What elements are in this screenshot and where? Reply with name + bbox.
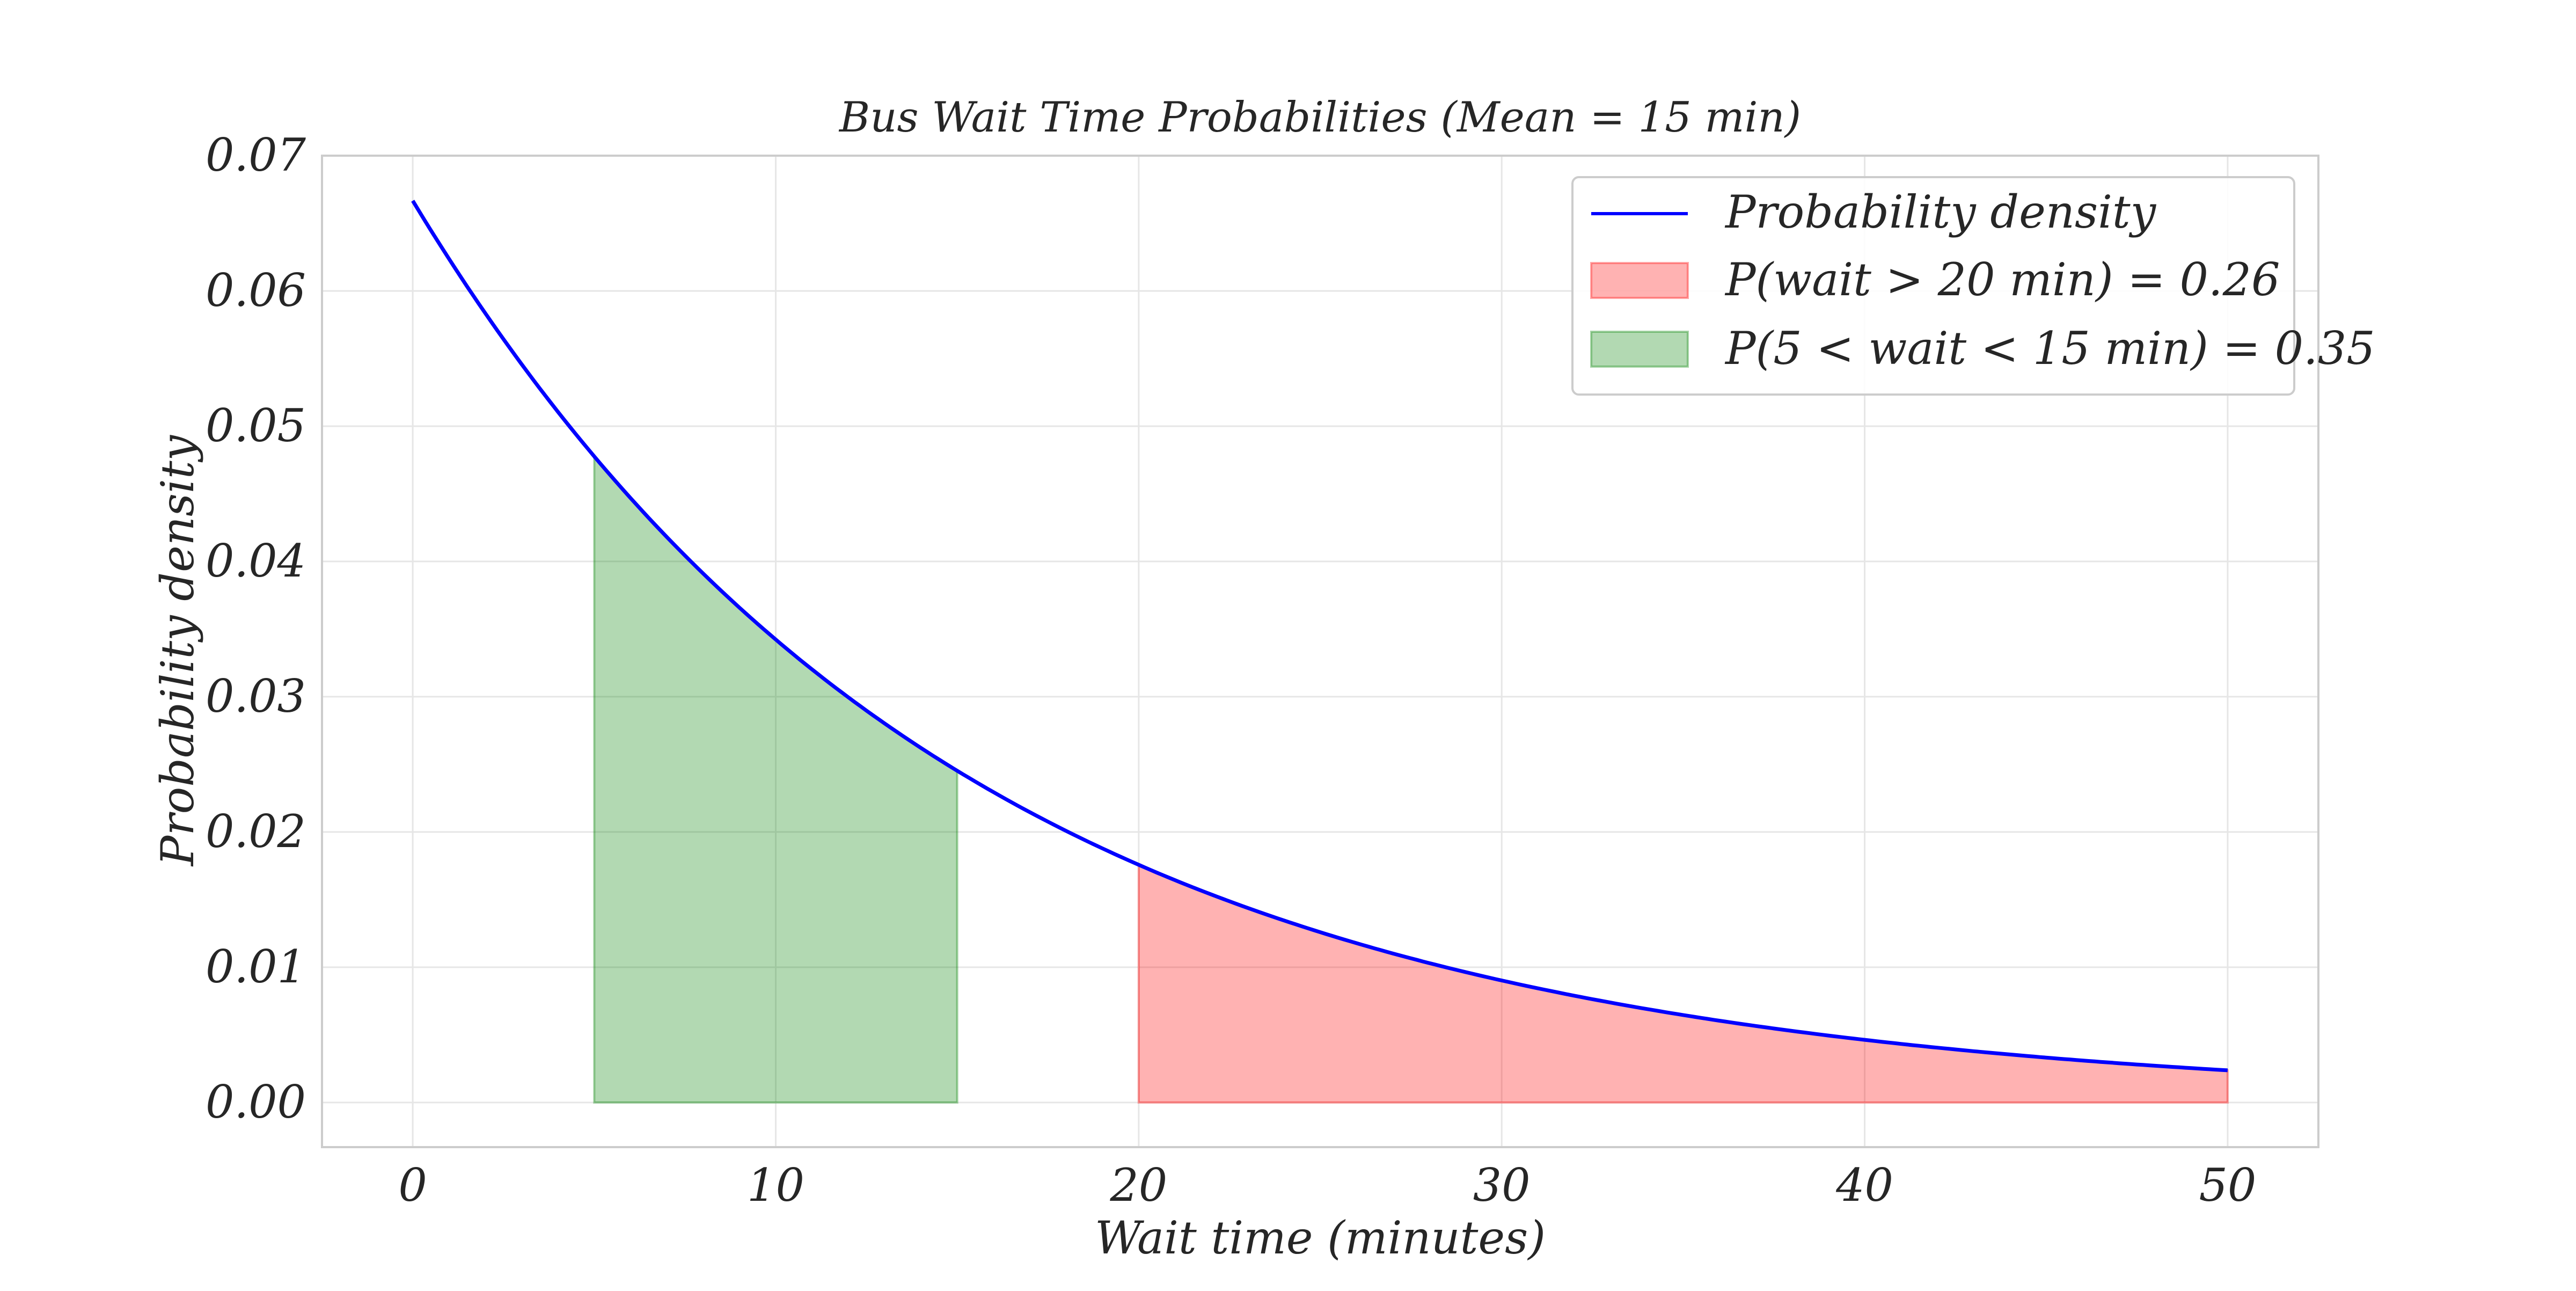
legend-label-over-20: P(wait > 20 min) = 0.26 bbox=[1724, 253, 2280, 306]
y-tick-label: 0.04 bbox=[206, 535, 306, 587]
x-tick-label: 10 bbox=[747, 1159, 804, 1212]
legend-green-swatch bbox=[1590, 331, 1689, 368]
chart-title: Bus Wait Time Probabilities (Mean = 15 m… bbox=[838, 93, 1801, 142]
legend-box bbox=[1571, 176, 2295, 396]
y-tick-label: 0.07 bbox=[206, 129, 306, 181]
fill-layer bbox=[593, 453, 2229, 1104]
plot-frame bbox=[321, 155, 2319, 1148]
tick-layer: 0 10 20 30 40 50 0.00 0.01 0.02 0.03 0.04 0.05 0.06 0… bbox=[206, 129, 2256, 1212]
x-tick-label: 50 bbox=[2199, 1159, 2256, 1212]
density-curve bbox=[411, 200, 2228, 1073]
legend: Probability density P(wait > 20 min) = 0… bbox=[1571, 176, 2375, 396]
legend-label-5-to-15: P(5 < wait < 15 min) = 0.35 bbox=[1724, 322, 2375, 375]
y-tick-label: 0.05 bbox=[206, 399, 306, 452]
x-axis-label: Wait time (minutes) bbox=[1095, 1212, 1546, 1264]
area-wait-over-20 bbox=[1137, 863, 2229, 1104]
y-tick-label: 0.02 bbox=[206, 805, 306, 858]
y-axis-label: Probability density bbox=[151, 434, 204, 867]
x-tick-label: 20 bbox=[1109, 1159, 1167, 1212]
y-tick-label: 0.03 bbox=[206, 670, 306, 723]
y-tick-label: 0.01 bbox=[206, 940, 306, 993]
y-tick-label: 0.00 bbox=[206, 1076, 306, 1128]
x-tick-label: 40 bbox=[1835, 1159, 1893, 1212]
line-layer bbox=[411, 200, 2228, 1073]
x-tick-label: 0 bbox=[398, 1159, 427, 1212]
legend-label-density: Probability density bbox=[1724, 186, 2157, 238]
legend-red-swatch bbox=[1590, 262, 1689, 299]
x-tick-label: 30 bbox=[1473, 1159, 1531, 1212]
y-tick-label: 0.06 bbox=[206, 264, 306, 317]
